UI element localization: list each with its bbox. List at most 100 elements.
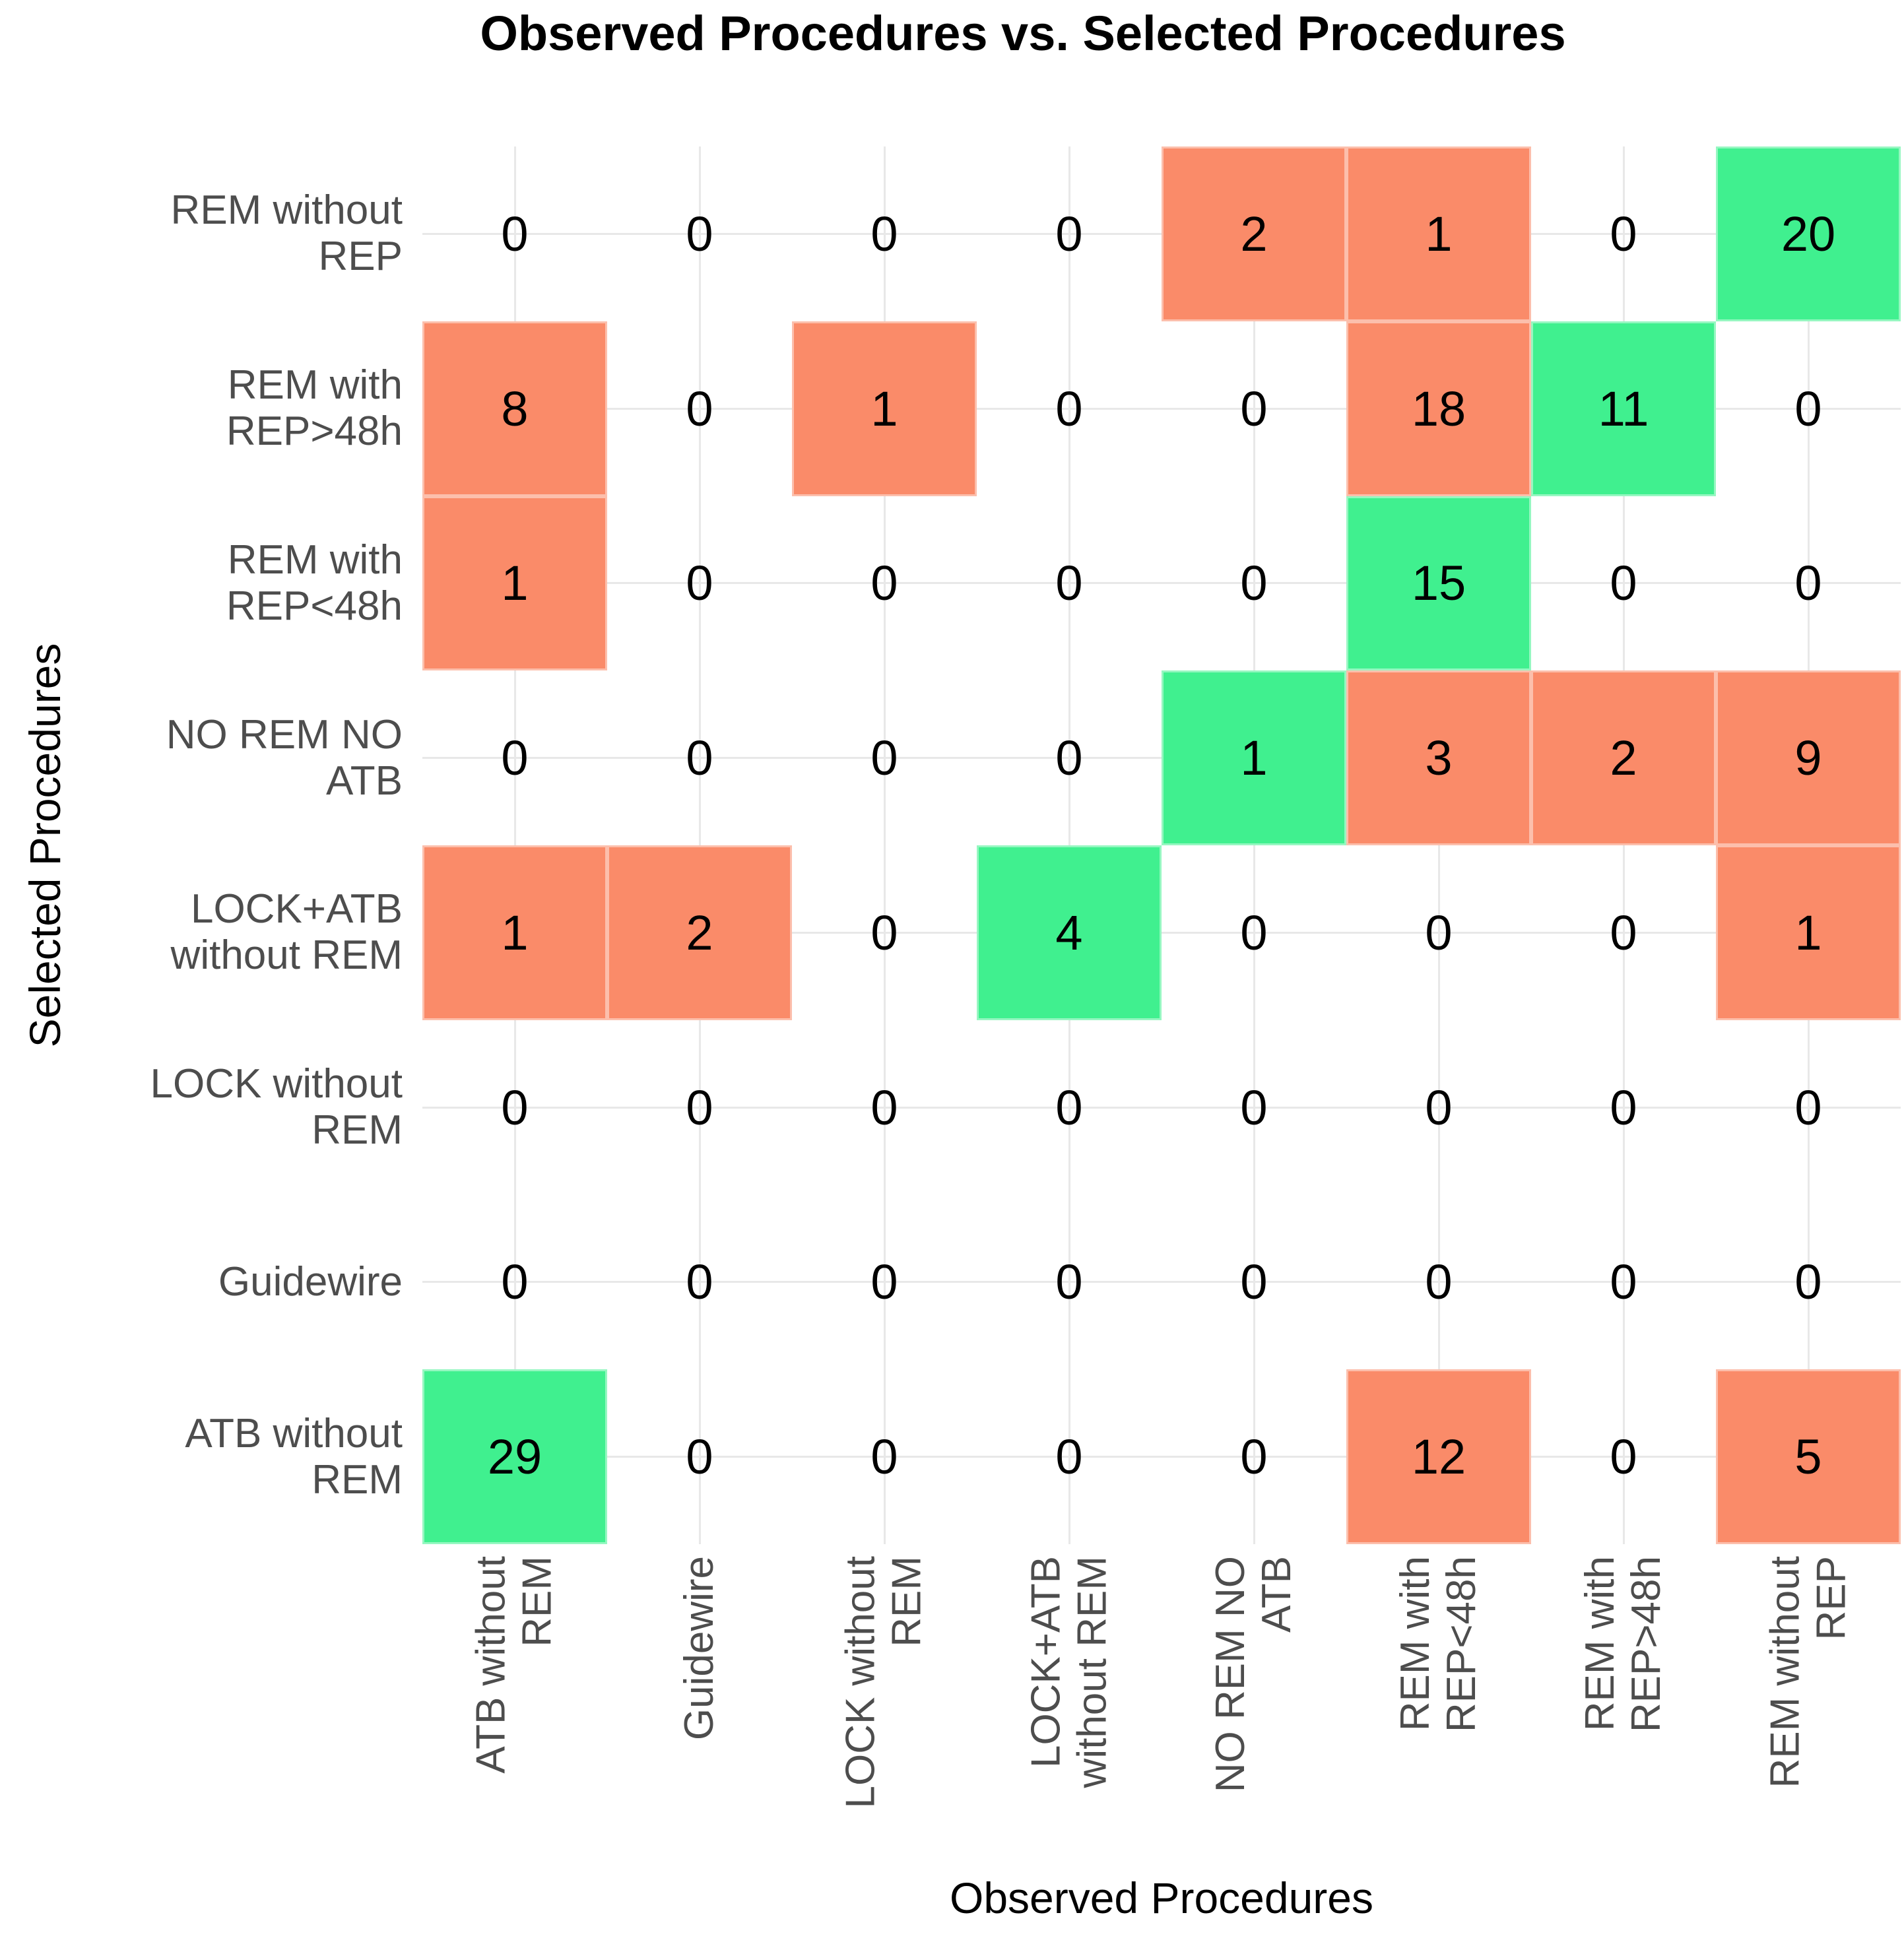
cell-value: 0: [1055, 206, 1083, 261]
y-axis-tick-label: LOCK+ATB without REM: [170, 886, 403, 979]
heatmap-tile-mismatch: [1162, 146, 1346, 321]
heatmap-tile-mismatch: [607, 845, 792, 1020]
horizontal-gridline: [422, 582, 1901, 585]
cell-value: 1: [1794, 905, 1822, 960]
cell-value: 0: [1055, 1080, 1083, 1135]
cell-value: 9: [1794, 731, 1822, 786]
heatmap-tile-mismatch: [1716, 1369, 1901, 1544]
heatmap-tile-mismatch: [792, 321, 977, 496]
x-axis-tick-label: NO REM NO ATB: [1208, 1556, 1299, 1793]
x-axis-title: Observed Procedures: [950, 1873, 1373, 1922]
cell-value: 1: [1425, 206, 1453, 261]
cell-value: 0: [1425, 905, 1453, 960]
cell-value: 0: [1610, 1080, 1637, 1135]
heatmap-tile-mismatch: [422, 845, 607, 1020]
heatmap-tile-match: [1531, 321, 1716, 496]
cell-value: 0: [501, 206, 529, 261]
cell-value: 2: [686, 905, 713, 960]
cell-value: 0: [1055, 556, 1083, 611]
cell-value: 0: [1794, 381, 1822, 436]
cell-value: 0: [870, 1254, 898, 1310]
heatmap-tile-mismatch: [422, 321, 607, 496]
horizontal-gridline: [422, 1456, 1901, 1458]
cell-value: 0: [686, 556, 713, 611]
cell-value: 0: [1425, 1254, 1453, 1310]
cell-value: 0: [686, 1080, 713, 1135]
horizontal-gridline: [422, 931, 1901, 934]
heatmap-tile-match: [1716, 146, 1901, 321]
heatmap-tile-mismatch: [1346, 321, 1531, 496]
heatmap-tile-match: [977, 845, 1162, 1020]
cell-value: 0: [501, 731, 529, 786]
cell-value: 0: [686, 1254, 713, 1310]
y-axis-tick-label: REM without REP: [170, 187, 403, 280]
cell-value: 0: [1610, 905, 1637, 960]
cell-value: 3: [1425, 731, 1453, 786]
horizontal-gridline: [422, 1281, 1901, 1284]
x-axis-tick-label: LOCK without REM: [838, 1556, 930, 1809]
heatmap-tile-mismatch: [1531, 670, 1716, 845]
horizontal-gridline: [422, 1106, 1901, 1109]
cell-value: 29: [487, 1429, 542, 1485]
cell-value: 2: [1610, 731, 1637, 786]
vertical-gridline: [1253, 146, 1255, 1544]
cell-value: 20: [1781, 206, 1836, 261]
x-axis-tick-label: REM without REP: [1762, 1556, 1854, 1788]
cell-value: 0: [1055, 381, 1083, 436]
vertical-gridline: [1437, 146, 1440, 1544]
y-axis-tick-label: REM with REP>48h: [226, 362, 403, 455]
cell-value: 18: [1411, 381, 1466, 436]
cell-value: 12: [1411, 1429, 1466, 1485]
cell-value: 1: [501, 556, 529, 611]
cell-value: 0: [870, 731, 898, 786]
heatmap-tile-mismatch: [1346, 1369, 1531, 1544]
heatmap-tile-mismatch: [1716, 670, 1901, 845]
cell-value: 0: [1240, 1429, 1268, 1485]
cell-value: 0: [1055, 731, 1083, 786]
cell-value: 0: [686, 1429, 713, 1485]
cell-value: 0: [1794, 1080, 1822, 1135]
heatmap-tile-mismatch: [422, 496, 607, 671]
cell-value: 2: [1240, 206, 1268, 261]
y-axis-tick-label: NO REM NO ATB: [166, 711, 403, 804]
cell-value: 0: [686, 206, 713, 261]
cell-value: 0: [1240, 556, 1268, 611]
x-axis-tick-label: LOCK+ATB without REM: [1023, 1556, 1115, 1788]
cell-value: 0: [870, 1429, 898, 1485]
heatmap-tile-match: [1346, 496, 1531, 671]
heatmap-tile-match: [422, 1369, 607, 1544]
cell-value: 0: [870, 905, 898, 960]
cell-value: 1: [1240, 731, 1268, 786]
y-axis-tick-label: REM with REP<48h: [226, 536, 403, 629]
cell-value: 0: [1794, 1254, 1822, 1310]
cell-value: 0: [1240, 1080, 1268, 1135]
cell-value: 0: [501, 1254, 529, 1310]
y-axis-tick-label: ATB without REM: [185, 1410, 403, 1503]
cell-value: 0: [870, 1080, 898, 1135]
heatmap-tile-match: [1162, 670, 1346, 845]
cell-value: 0: [870, 556, 898, 611]
heatmap-tile-mismatch: [1346, 670, 1531, 845]
y-axis-tick-label: LOCK without REM: [150, 1061, 403, 1154]
cell-value: 0: [501, 1080, 529, 1135]
heatmap-tile-mismatch: [1346, 146, 1531, 321]
x-axis-tick-label: ATB without REM: [469, 1556, 560, 1774]
cell-value: 0: [1240, 381, 1268, 436]
cell-value: 0: [1240, 905, 1268, 960]
cell-value: 0: [1425, 1080, 1453, 1135]
cell-value: 0: [1055, 1254, 1083, 1310]
chart-title: Observed Procedures vs. Selected Procedu…: [480, 6, 1566, 61]
x-axis-tick-label: Guidewire: [676, 1556, 722, 1741]
cell-value: 0: [1610, 1254, 1637, 1310]
horizontal-gridline: [422, 407, 1901, 410]
cell-value: 15: [1411, 556, 1466, 611]
cell-value: 0: [1794, 556, 1822, 611]
cell-value: 0: [686, 731, 713, 786]
cell-value: 1: [501, 905, 529, 960]
cell-value: 1: [870, 381, 898, 436]
cell-value: 0: [1240, 1254, 1268, 1310]
cell-value: 0: [686, 381, 713, 436]
cell-value: 11: [1598, 381, 1649, 436]
cell-value: 0: [1055, 1429, 1083, 1485]
